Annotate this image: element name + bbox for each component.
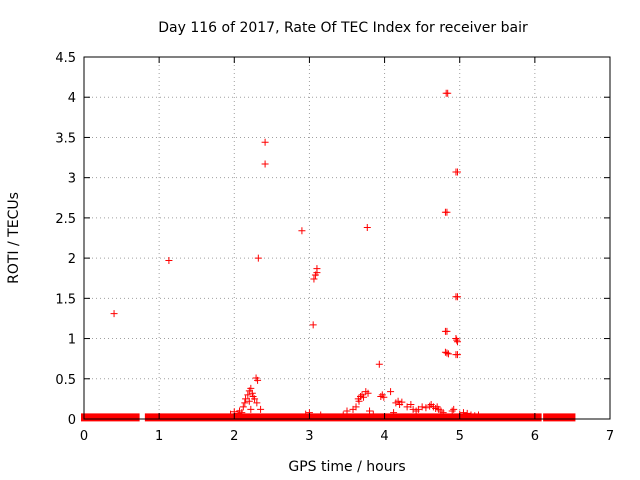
y-tick-label: 3.5 <box>55 131 76 146</box>
data-point <box>309 321 317 329</box>
data-point <box>418 403 426 411</box>
data-point <box>459 409 467 417</box>
data-point <box>251 395 259 403</box>
data-point <box>317 411 325 419</box>
data-point <box>443 208 451 216</box>
x-tick-label: 2 <box>230 429 238 444</box>
data-point <box>254 376 262 384</box>
data-point <box>238 409 246 417</box>
axis-ticks: 0 1 2 3 4 5 6 7 0 0.5 1 1.5 2 2.5 3 3.5 4 4.5 <box>55 51 614 444</box>
data-point <box>339 411 347 419</box>
data-point <box>257 405 265 413</box>
y-tick-label: 4.5 <box>55 51 76 66</box>
y-tick-label: 3 <box>68 172 76 187</box>
data-point <box>444 350 452 358</box>
data-point <box>355 397 363 405</box>
data-point <box>310 275 318 283</box>
data-point <box>453 336 461 344</box>
data-point <box>475 411 482 419</box>
x-tick-label: 0 <box>80 429 88 444</box>
data-point <box>444 89 452 97</box>
data-point <box>298 227 306 235</box>
data-point <box>426 402 434 410</box>
data-point <box>261 160 269 168</box>
data-point <box>471 412 479 420</box>
y-tick-label: 0.5 <box>55 373 76 388</box>
data-point <box>261 138 269 146</box>
data-point <box>387 388 395 396</box>
data-point <box>248 389 256 397</box>
x-tick-label: 1 <box>155 429 163 444</box>
y-tick-label: 4 <box>68 91 76 106</box>
data-point <box>443 349 451 357</box>
plot-frame <box>83 56 611 420</box>
data-point <box>467 411 475 419</box>
x-tick-label: 7 <box>606 429 614 444</box>
data-point <box>245 397 253 405</box>
data-point <box>432 405 440 413</box>
data-point <box>375 360 383 368</box>
y-tick-label: 0 <box>68 413 76 428</box>
data-point <box>254 254 262 262</box>
data-point <box>247 405 255 413</box>
data-point <box>448 407 456 415</box>
data-point <box>364 389 372 397</box>
x-axis-title: GPS time / hours <box>288 459 405 475</box>
data-point <box>165 257 173 265</box>
data-point <box>380 393 388 401</box>
y-tick-label: 2 <box>68 252 76 267</box>
y-tick-label: 1.5 <box>55 292 76 307</box>
data-point <box>241 399 249 407</box>
x-tick-label: 3 <box>305 429 313 444</box>
data-point <box>352 403 360 411</box>
data-point <box>360 393 368 401</box>
y-tick-label: 1 <box>68 333 76 348</box>
data-point <box>463 409 471 417</box>
data-point <box>390 409 398 417</box>
data-point <box>244 391 252 399</box>
baseline-band <box>81 413 140 422</box>
data-point <box>450 405 458 413</box>
y-axis-title: ROTI / TECUs <box>6 192 22 284</box>
data-point <box>242 395 250 403</box>
data-point <box>441 348 449 356</box>
data-point <box>366 407 374 415</box>
data-point <box>343 407 351 415</box>
data-point <box>357 392 365 400</box>
data-point <box>377 392 385 400</box>
data-point <box>453 351 461 359</box>
data-point <box>422 404 430 412</box>
data-point <box>363 224 371 232</box>
data-point <box>398 398 406 406</box>
data-point <box>439 409 447 417</box>
data-point <box>403 403 411 411</box>
data-point <box>234 409 242 417</box>
data-point <box>247 384 255 392</box>
x-tick-label: 4 <box>380 429 388 444</box>
data-point <box>453 168 461 176</box>
data-point <box>227 410 235 418</box>
y-tick-label: 2.5 <box>55 212 76 227</box>
x-tick-label: 5 <box>456 429 464 444</box>
data-point <box>443 327 451 335</box>
data-point <box>110 310 118 318</box>
data-points <box>81 89 576 422</box>
data-point <box>407 401 415 409</box>
data-point <box>414 405 422 413</box>
data-point <box>253 399 261 407</box>
data-point <box>452 335 460 343</box>
grid <box>84 57 610 419</box>
baseline-band <box>543 413 576 422</box>
data-point <box>311 271 319 279</box>
data-point <box>369 410 377 418</box>
data-point <box>239 403 247 411</box>
x-tick-label: 6 <box>531 429 539 444</box>
data-point <box>394 397 402 405</box>
data-point <box>453 293 461 301</box>
chart-title: Day 116 of 2017, Rate Of TEC Index for r… <box>158 20 528 36</box>
data-point <box>453 338 461 346</box>
data-point <box>302 410 310 418</box>
